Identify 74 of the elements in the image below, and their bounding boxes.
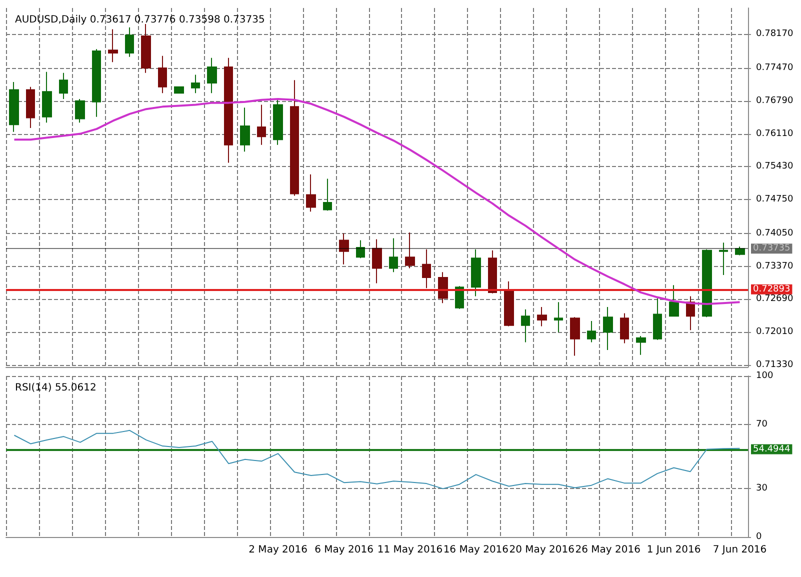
candlestick [537,306,547,327]
ref-line-label: 0.73735 [753,244,790,254]
ref-line-label: 54.4944 [753,444,790,454]
candlestick [290,80,299,196]
y-tick-label: 0.75430 [756,162,794,172]
line-series [13,98,741,306]
candlestick [554,302,563,333]
candlestick [735,246,745,256]
y-tick-label: 30 [756,484,768,494]
candlestick [257,104,266,146]
candlestick [224,57,233,164]
text: RSI(14) 55.0612 [15,382,96,394]
candlestick [323,178,332,212]
candlestick [339,232,349,265]
y-tick-label: 0.72010 [756,327,794,338]
candlestick [504,280,514,327]
candlestick [405,232,415,269]
candlestick [125,26,134,58]
candlestick [207,57,217,94]
candlestick [26,86,35,128]
y-tick-label: 0.76790 [756,96,794,106]
candlestick [702,248,712,318]
y-tick-label: 70 [756,419,768,430]
candlestick [455,286,464,310]
candlestick [653,298,662,340]
y-tick-label: 0.76110 [756,128,794,139]
candlestick [306,174,316,212]
candlestick [158,55,167,94]
candlestick [372,238,382,284]
y-tick-label: 0.74750 [756,194,794,205]
candlestick [75,98,85,124]
candlestick [438,272,448,304]
x-tick-label: 6 May 2016 [314,544,374,556]
y-tick-label: 0.77470 [756,62,794,73]
candlestick [603,306,613,351]
line-series [14,430,740,490]
x-tick-label: 1 Jun 2016 [646,544,701,556]
text: AUDUSD,Daily 0.73617 0.73776 0.73598 0.73735 [15,14,265,26]
x-tick-label: 11 May 2016 [377,544,443,556]
y-tick-label: 0.72690 [756,294,794,304]
candlestick [570,316,580,356]
candlestick [356,240,365,259]
candlestick [471,248,481,297]
y-tick-label: 0.74050 [756,228,794,238]
x-tick-label: 16 May 2016 [443,544,509,556]
candlestick [669,284,679,318]
candlestick [141,23,151,74]
candlestick [587,320,596,343]
candlestick [9,82,19,132]
y-tick-label: 0 [756,532,762,542]
y-tick-label: 0.78170 [756,29,794,40]
x-tick-label: 2 May 2016 [248,544,308,556]
x-tick-label: 26 May 2016 [575,544,640,556]
y-tick-label: 0.73370 [756,261,794,272]
candlestick [389,238,398,273]
candlestick [191,74,200,94]
candlestick [620,312,629,344]
x-tick-label: 7 Jun 2016 [712,544,767,556]
candlestick [273,99,283,146]
candlestick [59,72,68,100]
candlestick [719,242,728,276]
candlestick [108,28,118,63]
x-tick-label: 20 May 2016 [509,544,574,556]
ref-line-label: 0.72893 [753,284,790,294]
y-tick-label: 100 [756,371,774,381]
y-tick-label: 0.71330 [756,360,794,370]
candlestick [92,48,101,118]
candlestick [636,335,646,356]
candlestick [521,308,530,343]
candlestick [42,71,52,124]
candlestick [240,107,250,152]
candlestick [174,86,184,94]
candlestick [422,248,431,289]
candlestick [488,250,497,294]
